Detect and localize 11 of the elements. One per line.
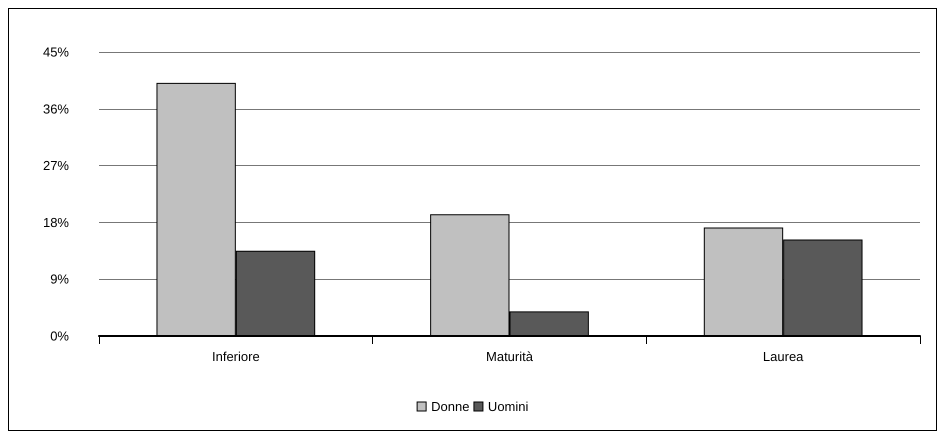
- y-tick-label: 9%: [50, 272, 70, 287]
- y-tick-label: 36%: [42, 101, 70, 116]
- y-tick-label: 27%: [42, 158, 70, 174]
- x-tick-label: Inferiore: [212, 349, 260, 364]
- y-tick-label: 45%: [42, 44, 70, 60]
- y-tick-label: 18%: [42, 214, 70, 230]
- x-tick-label: Laurea: [762, 349, 804, 364]
- legend-label: Donne: [431, 399, 470, 414]
- y-tick-label: 0%: [50, 328, 70, 344]
- legend-label: Uomini: [488, 399, 528, 414]
- x-tick-label: Maturità: [486, 349, 534, 364]
